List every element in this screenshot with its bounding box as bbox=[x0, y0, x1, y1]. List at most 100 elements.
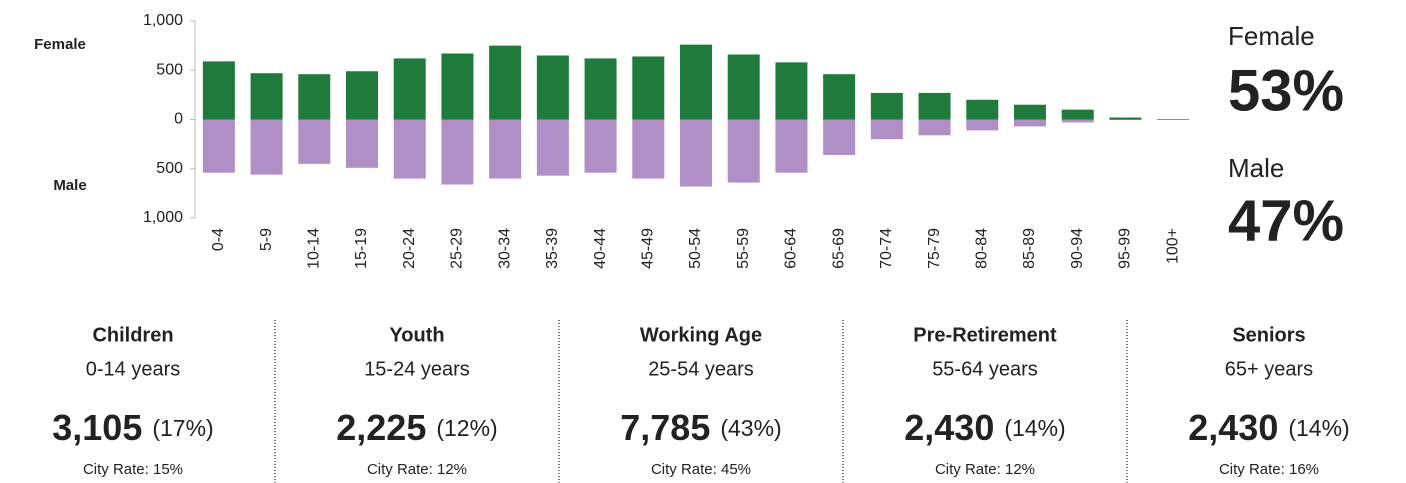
share-value: 47% bbox=[1228, 188, 1344, 253]
share-name: Male bbox=[1228, 153, 1284, 183]
x-tick-label: 45-49 bbox=[640, 228, 657, 269]
x-tick-label: 50-54 bbox=[687, 228, 704, 269]
city-rate: City Rate: 12% bbox=[935, 461, 1035, 478]
bar bbox=[1014, 119, 1046, 127]
bar bbox=[632, 119, 665, 179]
group-count: 2,225 (12%) bbox=[336, 407, 497, 448]
x-tick-label: 75-79 bbox=[926, 228, 943, 269]
city-rate: City Rate: 15% bbox=[83, 461, 183, 478]
y-tick-label: 0 bbox=[174, 111, 183, 128]
bar bbox=[870, 92, 903, 120]
bar bbox=[584, 119, 617, 173]
share: (43%) bbox=[720, 415, 781, 441]
share: (14%) bbox=[1004, 415, 1065, 441]
group-title: Pre-Retirement bbox=[913, 324, 1057, 346]
y-tick-label: 500 bbox=[156, 160, 183, 177]
x-tick-label: 20-24 bbox=[401, 228, 418, 269]
bar bbox=[727, 119, 760, 183]
bar bbox=[393, 58, 426, 120]
x-tick-label: 35-39 bbox=[544, 228, 561, 269]
group-title: Children bbox=[92, 324, 173, 346]
series-label: Male bbox=[53, 177, 86, 194]
bar bbox=[346, 119, 378, 168]
count: 7,785 bbox=[620, 407, 710, 448]
bar bbox=[584, 58, 617, 120]
x-tick-label: 70-74 bbox=[878, 228, 895, 269]
bar bbox=[918, 119, 951, 136]
bar bbox=[489, 45, 522, 120]
share: (12%) bbox=[436, 415, 497, 441]
city-rate: City Rate: 45% bbox=[651, 461, 751, 478]
bar bbox=[823, 119, 856, 155]
count: 2,430 bbox=[1188, 407, 1278, 448]
bar bbox=[775, 119, 808, 173]
group-range: 0-14 years bbox=[86, 358, 181, 380]
bar bbox=[1061, 119, 1094, 123]
share: (17%) bbox=[152, 415, 213, 441]
count: 2,430 bbox=[904, 407, 994, 448]
bar bbox=[393, 119, 426, 179]
share: (14%) bbox=[1288, 415, 1349, 441]
group-title: Working Age bbox=[640, 324, 762, 346]
x-tick-label: 10-14 bbox=[306, 228, 323, 269]
x-tick-label: 60-64 bbox=[783, 228, 800, 269]
group-count: 3,105 (17%) bbox=[52, 407, 213, 448]
group-range: 25-54 years bbox=[648, 358, 754, 380]
series-label: Female bbox=[34, 36, 86, 53]
share-name: Female bbox=[1228, 21, 1315, 51]
x-tick-label: 15-19 bbox=[353, 228, 370, 269]
bar bbox=[298, 119, 331, 164]
bar bbox=[1014, 104, 1046, 120]
bar bbox=[441, 53, 474, 120]
x-tick-label: 80-84 bbox=[974, 228, 991, 269]
bar bbox=[1061, 109, 1094, 120]
bar bbox=[250, 119, 283, 175]
x-tick-label: 55-59 bbox=[735, 228, 752, 269]
x-tick-label: 65-69 bbox=[830, 228, 847, 269]
bar bbox=[202, 119, 235, 173]
city-rate: City Rate: 16% bbox=[1219, 461, 1319, 478]
group-range: 65+ years bbox=[1225, 358, 1313, 380]
bar bbox=[441, 119, 474, 185]
x-tick-label: 90-94 bbox=[1069, 228, 1086, 269]
bar bbox=[202, 61, 235, 120]
bar bbox=[250, 73, 283, 120]
group-range: 15-24 years bbox=[364, 358, 470, 380]
bar bbox=[680, 119, 712, 187]
y-tick-label: 1,000 bbox=[143, 209, 183, 226]
bar bbox=[966, 119, 999, 131]
bar bbox=[727, 54, 760, 120]
x-tick-label: 25-29 bbox=[449, 228, 466, 269]
group-count: 2,430 (14%) bbox=[904, 407, 1065, 448]
x-tick-label: 5-9 bbox=[258, 228, 275, 251]
share-value: 53% bbox=[1228, 58, 1344, 123]
bar bbox=[346, 71, 378, 120]
group-count: 7,785 (43%) bbox=[620, 407, 781, 448]
count: 3,105 bbox=[52, 407, 142, 448]
group-title: Seniors bbox=[1232, 324, 1305, 346]
bar bbox=[489, 119, 522, 179]
bar bbox=[918, 92, 951, 120]
x-tick-label: 95-99 bbox=[1117, 228, 1134, 269]
x-tick-label: 30-34 bbox=[496, 228, 513, 269]
x-tick-label: 0-4 bbox=[210, 228, 227, 251]
bar bbox=[536, 55, 569, 120]
bar bbox=[870, 119, 903, 140]
group-range: 55-64 years bbox=[932, 358, 1038, 380]
y-tick-label: 500 bbox=[156, 61, 183, 78]
group-count: 2,430 (14%) bbox=[1188, 407, 1349, 448]
x-tick-label: 85-89 bbox=[1021, 228, 1038, 269]
bar bbox=[775, 62, 808, 120]
bar bbox=[823, 74, 856, 120]
x-tick-label: 100+ bbox=[1164, 228, 1181, 264]
y-tick-label: 1,000 bbox=[143, 12, 183, 29]
bar bbox=[298, 74, 331, 120]
bar bbox=[536, 119, 569, 176]
bar bbox=[680, 44, 712, 120]
group-title: Youth bbox=[389, 324, 444, 346]
bar bbox=[966, 99, 999, 120]
bar bbox=[1109, 117, 1142, 120]
count: 2,225 bbox=[336, 407, 426, 448]
city-rate: City Rate: 12% bbox=[367, 461, 467, 478]
